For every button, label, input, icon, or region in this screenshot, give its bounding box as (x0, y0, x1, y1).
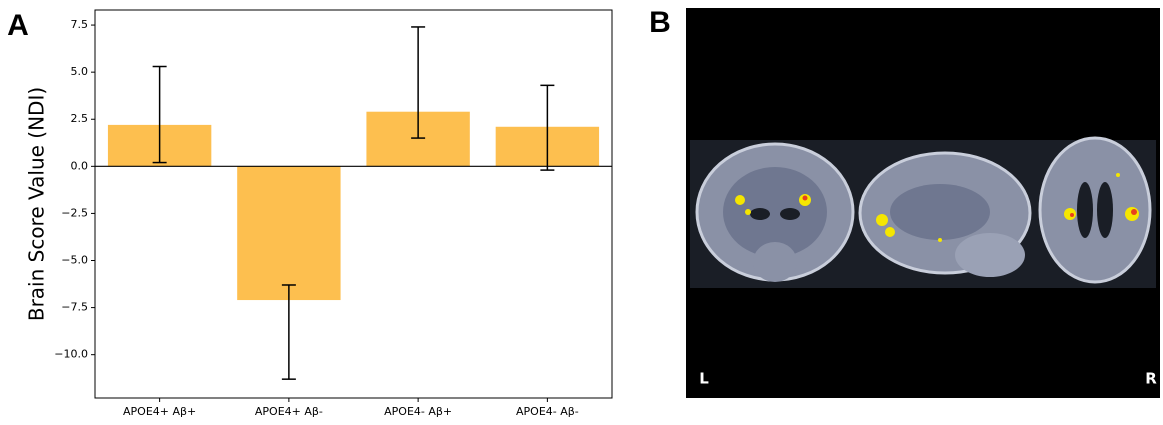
panel-label: A (7, 9, 29, 42)
plot-frame (95, 10, 612, 398)
left-label: L (699, 370, 709, 388)
y-tick-label: 7.5 (71, 18, 89, 31)
y-tick-label: 5.0 (71, 65, 89, 78)
y-tick-label: −2.5 (61, 206, 88, 219)
x-tick-label: APOE4+ Aβ+ (123, 405, 196, 418)
bar (237, 166, 340, 300)
y-tick-label: 2.5 (71, 112, 89, 125)
panel-label: B (649, 6, 671, 39)
y-tick-label: −5.0 (61, 254, 88, 267)
y-tick-label: −10.0 (54, 348, 88, 361)
x-tick-label: APOE4- Aβ- (516, 405, 579, 418)
figure: A Brain Score Value (NDI) −10.0 −7.5 −5.0 −… (0, 0, 1163, 425)
y-tick-label: 0.0 (71, 159, 89, 172)
brain-image (686, 8, 1160, 398)
y-tick-label: −7.5 (61, 301, 88, 314)
y-axis-label: Brain Score Value (NDI) (25, 87, 49, 321)
x-tick-label: APOE4- Aβ+ (384, 405, 452, 418)
right-label: R (1145, 370, 1157, 388)
x-tick-label: APOE4+ Aβ- (255, 405, 323, 418)
